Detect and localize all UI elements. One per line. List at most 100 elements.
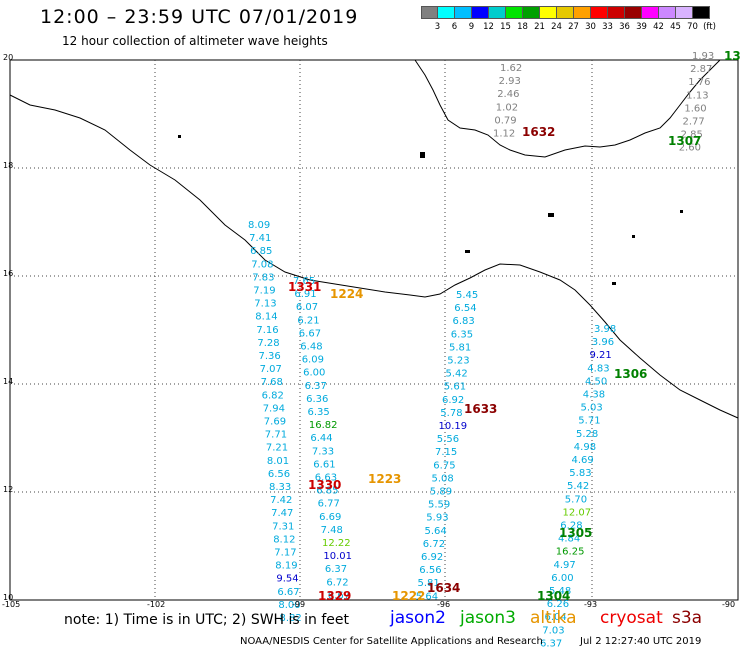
color-scale-swatch <box>574 6 591 19</box>
wave-height-value: 6.28 <box>560 521 582 532</box>
pass-time-label: 13 <box>724 49 740 63</box>
island <box>632 235 635 238</box>
island <box>680 210 683 213</box>
pass-time-label: 1330 <box>308 478 341 492</box>
wave-height-value: 5.56 <box>437 434 459 445</box>
wave-height-value: 7.36 <box>259 351 281 362</box>
wave-height-value: 6.85 <box>250 246 272 257</box>
wave-height-value: 6.44 <box>310 433 332 444</box>
wave-height-value: 3.96 <box>592 337 614 348</box>
color-scale-swatch <box>455 6 472 19</box>
color-scale-swatch <box>557 6 574 19</box>
wave-height-value: 1.12 <box>493 129 515 140</box>
color-scale-swatch <box>625 6 642 19</box>
page-subtitle: 12 hour collection of altimeter wave hei… <box>62 34 328 48</box>
longitude-label: -90 <box>722 600 736 609</box>
wave-height-value: 7.42 <box>270 495 292 506</box>
wave-height-value: 5.64 <box>416 591 438 602</box>
wave-height-value: 6.00 <box>551 573 573 584</box>
longitude-label: -102 <box>147 600 166 609</box>
wave-height-value: 6.61 <box>313 459 335 470</box>
wave-height-value: 7.03 <box>542 625 564 636</box>
wave-height-value: 6.91 <box>294 289 316 300</box>
wave-height-value: 6.21 <box>297 315 319 326</box>
wave-height-value: 5.70 <box>565 494 587 505</box>
wave-height-value: 5.03 <box>581 403 603 414</box>
wave-height-value: 1.93 <box>692 51 714 62</box>
wave-height-value: 3.98 <box>594 324 616 335</box>
wave-height-value: 6.56 <box>419 565 441 576</box>
color-scale-swatch <box>642 6 659 19</box>
wave-height-value: 6.69 <box>319 512 341 523</box>
longitude-label: -96 <box>437 600 451 609</box>
wave-height-value: 6.48 <box>300 342 322 353</box>
wave-height-value: 6.00 <box>303 368 325 379</box>
wave-height-value: 6.54 <box>454 303 476 314</box>
pass-time-label: 1331 <box>288 280 321 294</box>
wave-height-value: 6.92 <box>421 552 443 563</box>
wave-height-value: 1.62 <box>500 63 522 74</box>
wave-height-value: 2.87 <box>690 64 712 75</box>
generated-timestamp: Jul 2 12:27:40 UTC 2019 <box>580 636 702 647</box>
wave-height-value: 9.21 <box>590 350 612 361</box>
latitude-label: 20 <box>3 53 14 62</box>
wave-height-value: 1.60 <box>684 103 706 114</box>
color-scale-swatch <box>438 6 455 19</box>
wave-height-value: 6.07 <box>296 302 318 313</box>
wave-height-value: 7.21 <box>266 443 288 454</box>
wave-height-value: 7.33 <box>312 446 334 457</box>
wave-height-value: 8.19 <box>275 561 297 572</box>
wave-height-value: 6.09 <box>302 355 324 366</box>
island <box>178 135 181 138</box>
wave-height-value: 6.77 <box>318 499 340 510</box>
wave-height-value: 8.33 <box>269 482 291 493</box>
wave-height-value: 7.13 <box>254 299 276 310</box>
wave-height-value: 7.68 <box>261 377 283 388</box>
wave-height-value: 16.25 <box>556 547 585 558</box>
island <box>612 282 616 285</box>
wave-height-value: 6.67 <box>277 587 299 598</box>
color-scale-label: 30 <box>585 22 596 32</box>
wave-height-value: 7.15 <box>435 447 457 458</box>
wave-height-value: 6.67 <box>328 590 350 601</box>
wave-height-value: 7.07 <box>260 364 282 375</box>
wave-height-value: 8.00 <box>278 600 300 611</box>
coastline <box>9 94 739 419</box>
wave-height-value: 5.78 <box>440 408 462 419</box>
latitude-label: 16 <box>3 269 14 278</box>
island <box>420 152 425 158</box>
wave-height-value: 7.65 <box>293 276 315 287</box>
wave-height-value: 16.82 <box>309 420 338 431</box>
wave-height-value: 6.36 <box>306 394 328 405</box>
wave-height-value: 5.81 <box>418 578 440 589</box>
wave-height-value: 4.98 <box>574 442 596 453</box>
color-scale-label: 24 <box>551 22 562 32</box>
wave-height-value: 4.84 <box>558 534 580 545</box>
wave-height-value: 2.85 <box>681 130 703 141</box>
footnote: note: 1) Time is in UTC; 2) SWH is in fe… <box>64 612 350 628</box>
color-scale-swatch <box>421 6 438 19</box>
wave-height-value: 8.14 <box>255 312 277 323</box>
wave-height-value: 7.48 <box>321 525 343 536</box>
color-scale-label: 39 <box>636 22 647 32</box>
wave-height-value: 6.37 <box>305 381 327 392</box>
wave-height-value: 6.35 <box>451 329 473 340</box>
color-scale-label: 6 <box>451 22 458 32</box>
wave-height-value: 5.59 <box>428 500 450 511</box>
color-scale-label: 33 <box>602 22 613 32</box>
page-title: 12:00 – 23:59 UTC 07/01/2019 <box>40 6 359 28</box>
color-scale-swatch <box>540 6 557 19</box>
wave-height-value: 8.82 <box>280 613 302 624</box>
wave-height-value: 2.93 <box>499 76 521 87</box>
pass-time-label: 1224 <box>330 287 363 301</box>
wave-height-value: 7.47 <box>271 508 293 519</box>
wave-height-value: 6.26 <box>547 599 569 610</box>
wave-height-value: 7.28 <box>257 338 279 349</box>
pass-time-label: 1304 <box>537 589 570 603</box>
wave-height-value: 6.92 <box>442 395 464 406</box>
wave-height-value: 5.61 <box>444 382 466 393</box>
wave-height-value: 6.67 <box>299 328 321 339</box>
wave-height-value: 5.71 <box>578 416 600 427</box>
wave-height-tracks: 8.09 7.41 6.85 7.08 7.83 7.19 7.13 8.14 7.16 7.28… <box>248 51 714 649</box>
